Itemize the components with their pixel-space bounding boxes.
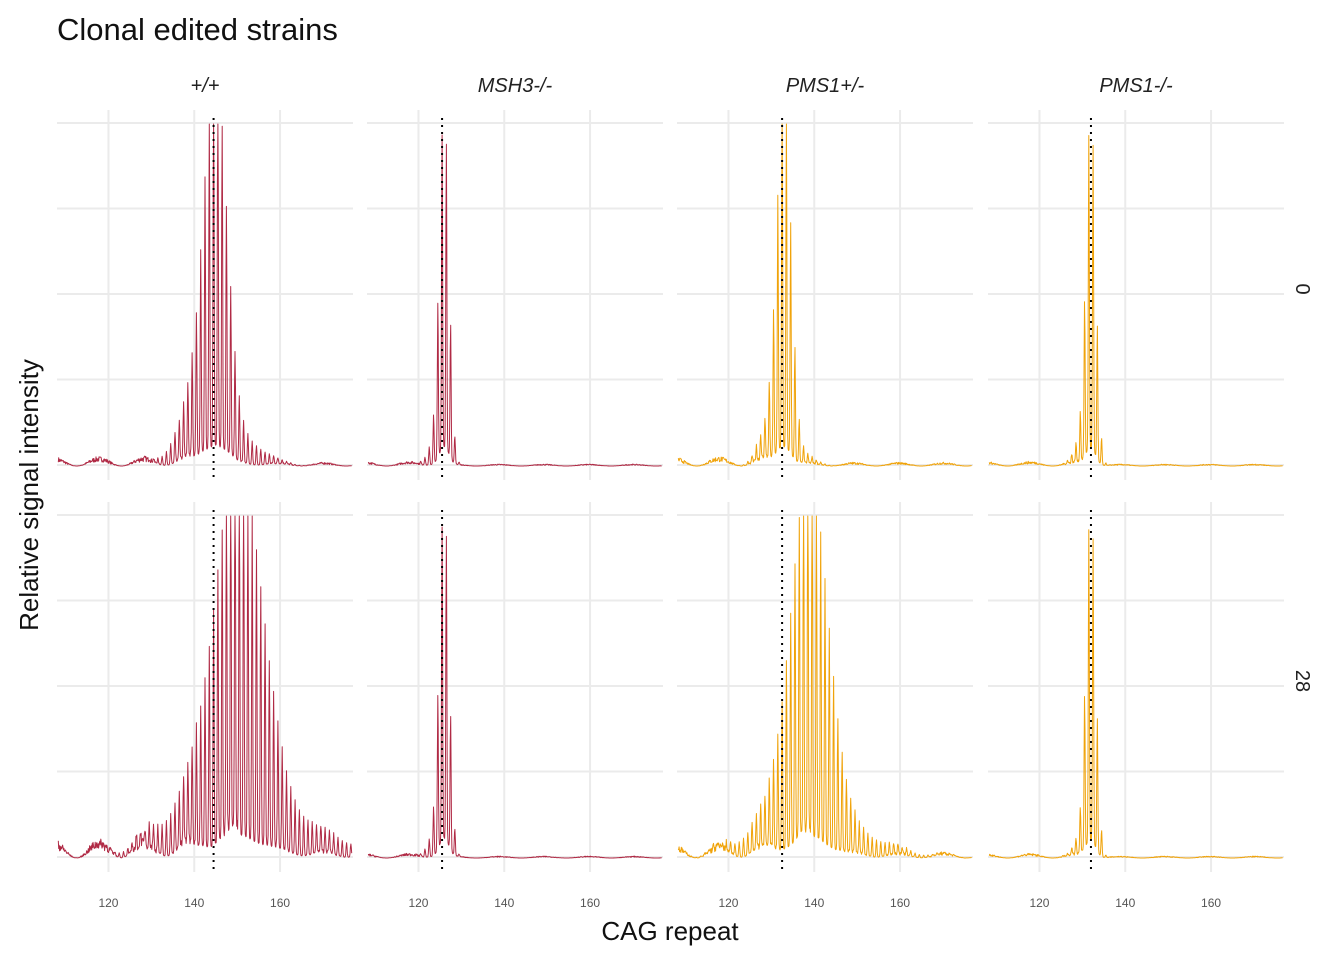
signal-trace xyxy=(367,134,662,467)
x-tick-label: 120 xyxy=(718,896,738,910)
facet-panel xyxy=(57,110,353,480)
chart-title: Clonal edited strains xyxy=(57,12,338,47)
x-tick-label: 120 xyxy=(98,896,118,910)
x-axis-label: CAG repeat xyxy=(601,916,739,946)
facet-panel xyxy=(367,110,663,480)
x-tick-label: 160 xyxy=(270,896,290,910)
signal-trace xyxy=(57,515,353,859)
x-tick-label: 140 xyxy=(804,896,824,910)
column-strip-label: PMS1+/- xyxy=(786,75,865,97)
x-tick-label: 160 xyxy=(1201,896,1221,910)
column-strip-label: +/+ xyxy=(191,75,220,97)
x-tick-label: 140 xyxy=(184,896,204,910)
x-tick-label: 120 xyxy=(1029,896,1049,910)
x-tick-label: 140 xyxy=(494,896,514,910)
x-tick-label: 160 xyxy=(890,896,910,910)
x-tick-label: 140 xyxy=(1115,896,1135,910)
facet-panel xyxy=(367,502,663,872)
facet-panel xyxy=(988,502,1284,872)
column-strip-label: MSH3-/- xyxy=(478,75,553,97)
signal-trace xyxy=(677,123,972,467)
signal-trace xyxy=(677,515,972,859)
facet-panel xyxy=(57,502,353,872)
signal-trace xyxy=(988,135,1283,467)
y-axis-label: Relative signal intensity xyxy=(14,359,44,631)
x-tick-label: 160 xyxy=(580,896,600,910)
x-tick-label: 120 xyxy=(408,896,428,910)
facet-panel xyxy=(677,110,973,480)
column-strip-label: PMS1-/- xyxy=(1099,75,1173,97)
signal-trace xyxy=(367,526,662,859)
facet-panel xyxy=(677,502,973,872)
row-strip-label: 0 xyxy=(1291,283,1313,294)
signal-trace xyxy=(57,123,352,467)
signal-trace xyxy=(988,529,1283,859)
row-strip-label: 28 xyxy=(1291,670,1313,692)
facet-panels: +/+ MSH3-/- PMS1+/- PMS1-/- 0 28 120 140 160 120 1… xyxy=(57,75,1313,910)
facet-panel xyxy=(988,110,1284,480)
